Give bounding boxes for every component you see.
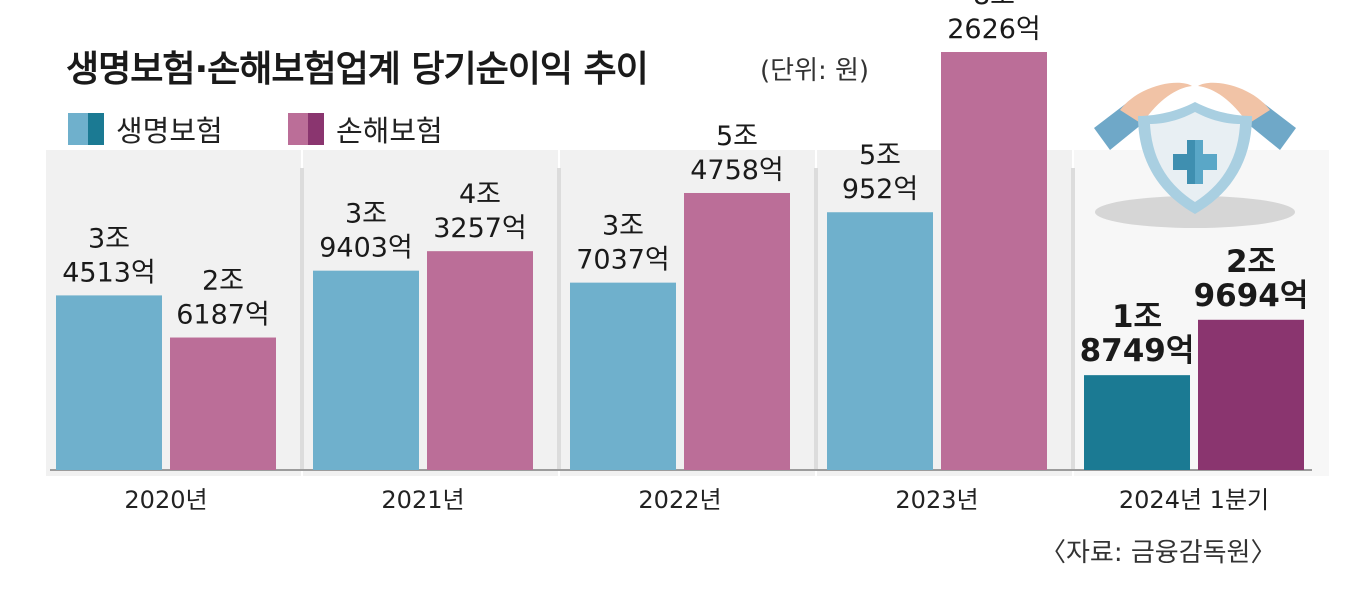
data-label: 8조 bbox=[973, 0, 1015, 11]
legend-nonlife-swatch bbox=[288, 113, 324, 145]
data-label: 4513억 bbox=[62, 257, 156, 288]
data-label: 6187억 bbox=[176, 300, 270, 331]
insurance-shield-icon bbox=[1094, 82, 1296, 228]
bar-life-3 bbox=[827, 212, 933, 470]
data-label: 9694억 bbox=[1194, 278, 1309, 314]
bar-life-4 bbox=[1084, 375, 1190, 470]
bar-nonlife-2 bbox=[684, 192, 790, 470]
data-label: 8749억 bbox=[1080, 333, 1195, 369]
bar-nonlife-0 bbox=[170, 337, 276, 470]
data-label: 7037억 bbox=[576, 245, 670, 276]
data-label: 5조 bbox=[859, 140, 901, 171]
legend-life: 생명보험 bbox=[68, 112, 223, 148]
legend-nonlife-label: 손해보험 bbox=[336, 114, 443, 148]
data-label: 4조 bbox=[459, 179, 501, 210]
bar-life-2 bbox=[570, 282, 676, 470]
x-tick-label: 2023년 bbox=[895, 486, 978, 514]
data-label: 2626억 bbox=[947, 14, 1041, 45]
data-label: 3조 bbox=[602, 211, 644, 242]
bar-life-1 bbox=[313, 270, 419, 470]
x-tick-label: 2020년 bbox=[124, 486, 207, 514]
data-label: 5조 bbox=[716, 121, 758, 152]
data-label: 2조 bbox=[202, 266, 244, 297]
bar-nonlife-1 bbox=[427, 251, 533, 470]
source-note: 〈자료: 금융감독원〉 bbox=[1040, 538, 1277, 568]
bar-life-0 bbox=[56, 295, 162, 470]
bar-nonlife-3 bbox=[941, 52, 1047, 471]
legend-life-swatch bbox=[68, 113, 104, 145]
chart-title: 생명보험·손해보험업계 당기순이익 추이 bbox=[66, 49, 649, 90]
legend-nonlife: 손해보험 bbox=[288, 112, 443, 148]
data-label: 2조 bbox=[1226, 244, 1276, 280]
bar-nonlife-4 bbox=[1198, 319, 1304, 470]
unit-note: (단위: 원) bbox=[760, 56, 870, 86]
x-tick-label: 2022년 bbox=[638, 486, 721, 514]
data-label: 1조 bbox=[1112, 299, 1162, 335]
data-label: 3조 bbox=[88, 223, 130, 254]
data-label: 4758억 bbox=[690, 155, 784, 186]
data-label: 3257억 bbox=[433, 213, 527, 244]
data-label: 3조 bbox=[345, 199, 387, 230]
legend-life-label: 생명보험 bbox=[116, 114, 223, 148]
data-label: 9403억 bbox=[319, 233, 413, 264]
data-label: 952억 bbox=[842, 174, 918, 205]
x-tick-label: 2024년 1분기 bbox=[1119, 486, 1269, 514]
x-tick-label: 2021년 bbox=[381, 486, 464, 514]
